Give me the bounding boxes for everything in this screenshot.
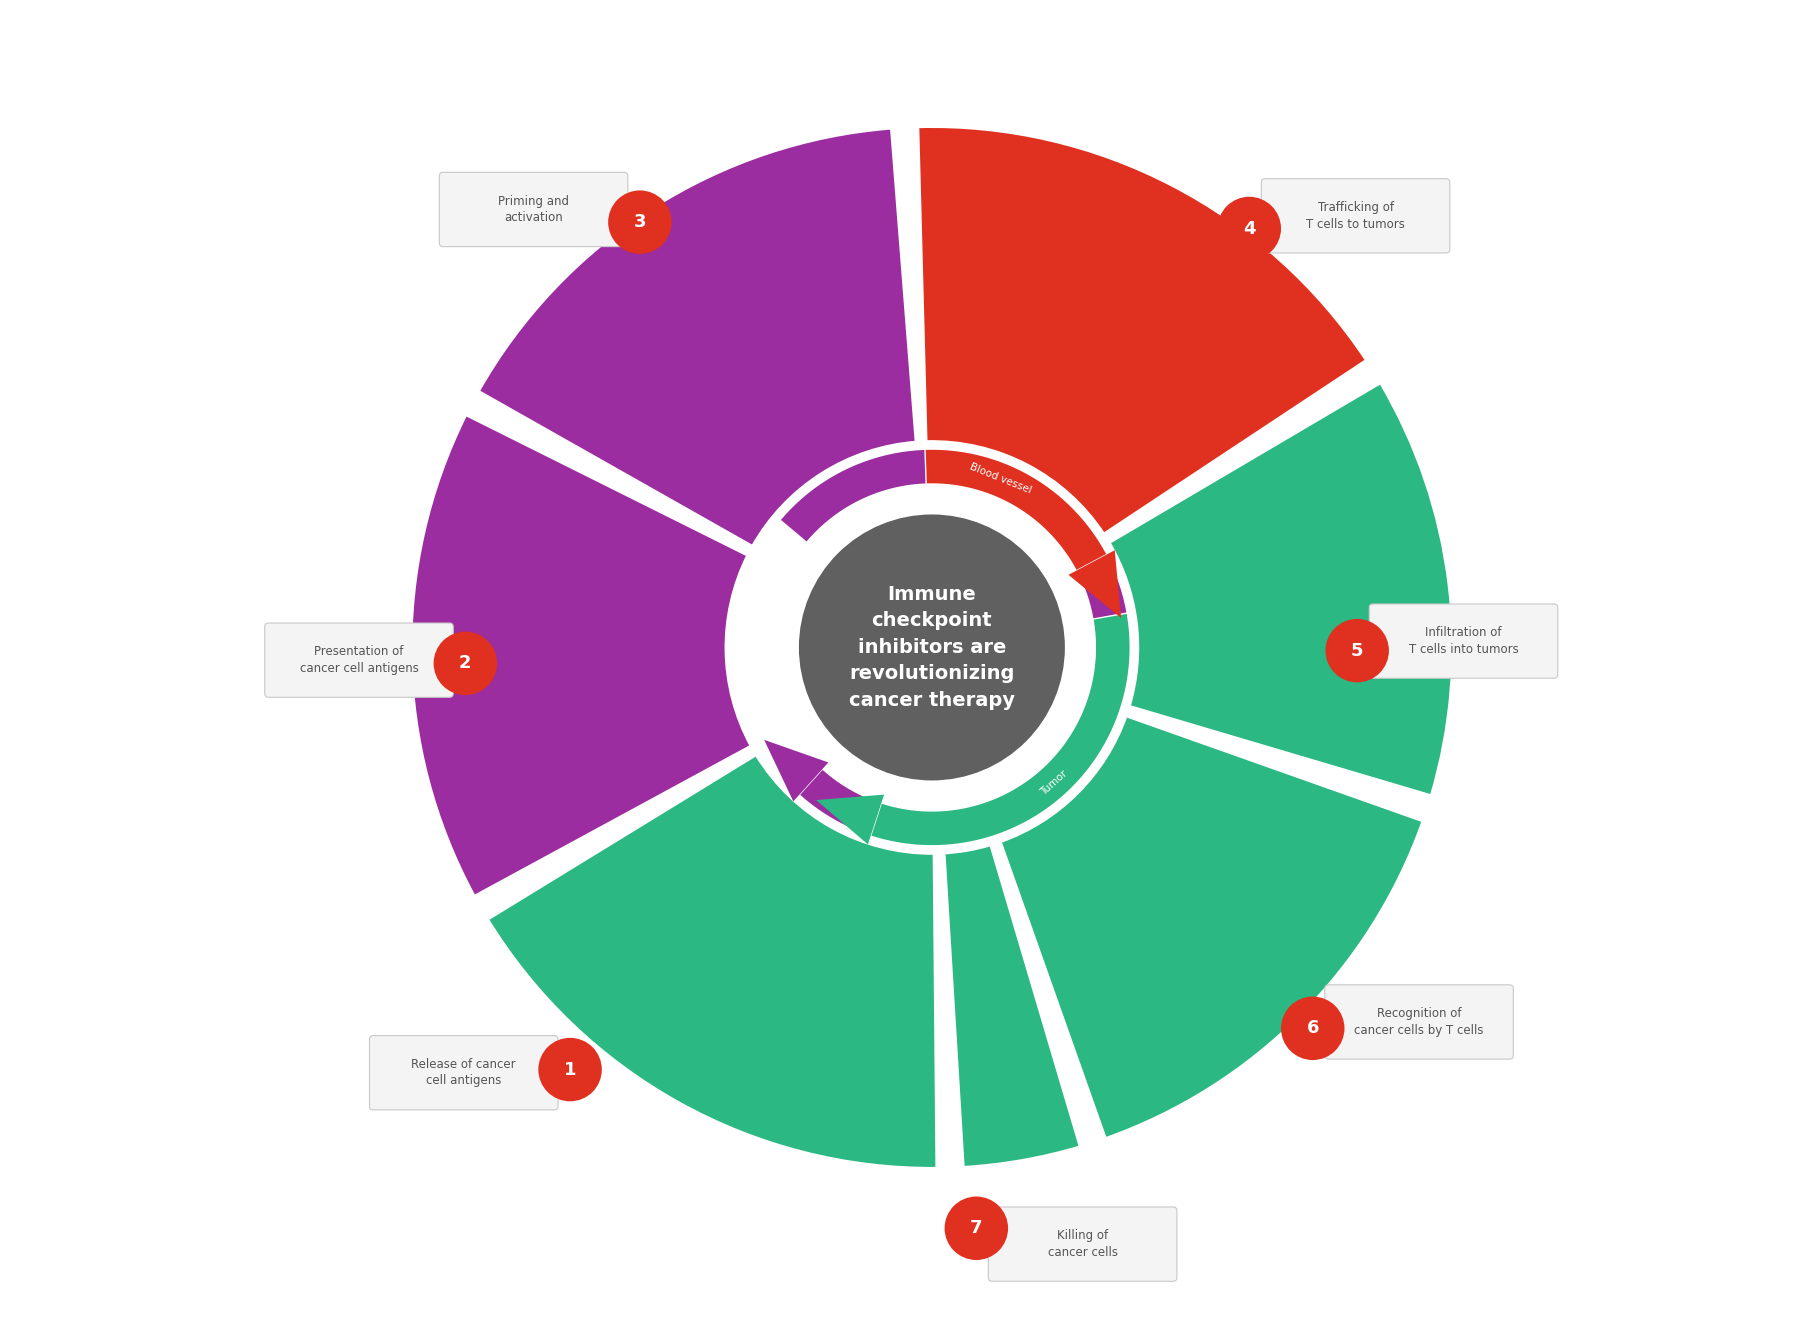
Text: 4: 4 xyxy=(1244,220,1256,237)
Wedge shape xyxy=(945,845,1081,1166)
FancyBboxPatch shape xyxy=(265,623,453,697)
Text: Infiltration of
T cells into tumors: Infiltration of T cells into tumors xyxy=(1409,627,1517,656)
Text: Tumor: Tumor xyxy=(1039,768,1070,797)
Text: 2: 2 xyxy=(459,655,471,672)
Text: Presentation of
cancer cell antigens: Presentation of cancer cell antigens xyxy=(299,645,419,674)
Text: Blood vessel: Blood vessel xyxy=(968,461,1032,496)
FancyBboxPatch shape xyxy=(439,172,627,247)
FancyBboxPatch shape xyxy=(1325,985,1514,1060)
Text: 5: 5 xyxy=(1351,641,1363,660)
FancyBboxPatch shape xyxy=(370,1036,558,1110)
Text: 6: 6 xyxy=(1307,1020,1320,1037)
FancyBboxPatch shape xyxy=(1369,604,1557,678)
Circle shape xyxy=(1282,997,1345,1060)
Wedge shape xyxy=(1001,716,1423,1138)
Circle shape xyxy=(1218,197,1282,260)
Polygon shape xyxy=(870,613,1129,846)
Circle shape xyxy=(796,511,1068,784)
Text: 7: 7 xyxy=(970,1220,983,1237)
Text: Recognition of
cancer cells by T cells: Recognition of cancer cells by T cells xyxy=(1354,1008,1483,1037)
Polygon shape xyxy=(780,449,1129,846)
Circle shape xyxy=(1325,619,1389,682)
Text: Priming and
activation: Priming and activation xyxy=(499,195,569,224)
Wedge shape xyxy=(488,756,937,1168)
Wedge shape xyxy=(917,127,1365,533)
Wedge shape xyxy=(412,415,751,896)
Circle shape xyxy=(727,443,1137,853)
Text: Immune
checkpoint
inhibitors are
revolutionizing
cancer therapy: Immune checkpoint inhibitors are revolut… xyxy=(848,585,1015,710)
Circle shape xyxy=(607,191,671,253)
Text: Killing of
cancer cells: Killing of cancer cells xyxy=(1048,1229,1117,1258)
FancyBboxPatch shape xyxy=(988,1206,1177,1281)
Text: Trafficking of
T cells to tumors: Trafficking of T cells to tumors xyxy=(1305,201,1405,231)
Polygon shape xyxy=(925,449,1108,571)
Circle shape xyxy=(433,632,497,694)
Circle shape xyxy=(538,1038,602,1101)
Text: Release of cancer
cell antigens: Release of cancer cell antigens xyxy=(412,1058,517,1088)
Circle shape xyxy=(945,1197,1008,1260)
Text: 1: 1 xyxy=(564,1061,577,1078)
Wedge shape xyxy=(479,128,916,547)
Text: Lymph node: Lymph node xyxy=(742,641,761,705)
Polygon shape xyxy=(1068,551,1120,619)
FancyBboxPatch shape xyxy=(1262,179,1450,253)
Polygon shape xyxy=(816,794,885,844)
Text: 3: 3 xyxy=(635,213,645,231)
Wedge shape xyxy=(1110,384,1452,796)
Polygon shape xyxy=(763,740,829,801)
